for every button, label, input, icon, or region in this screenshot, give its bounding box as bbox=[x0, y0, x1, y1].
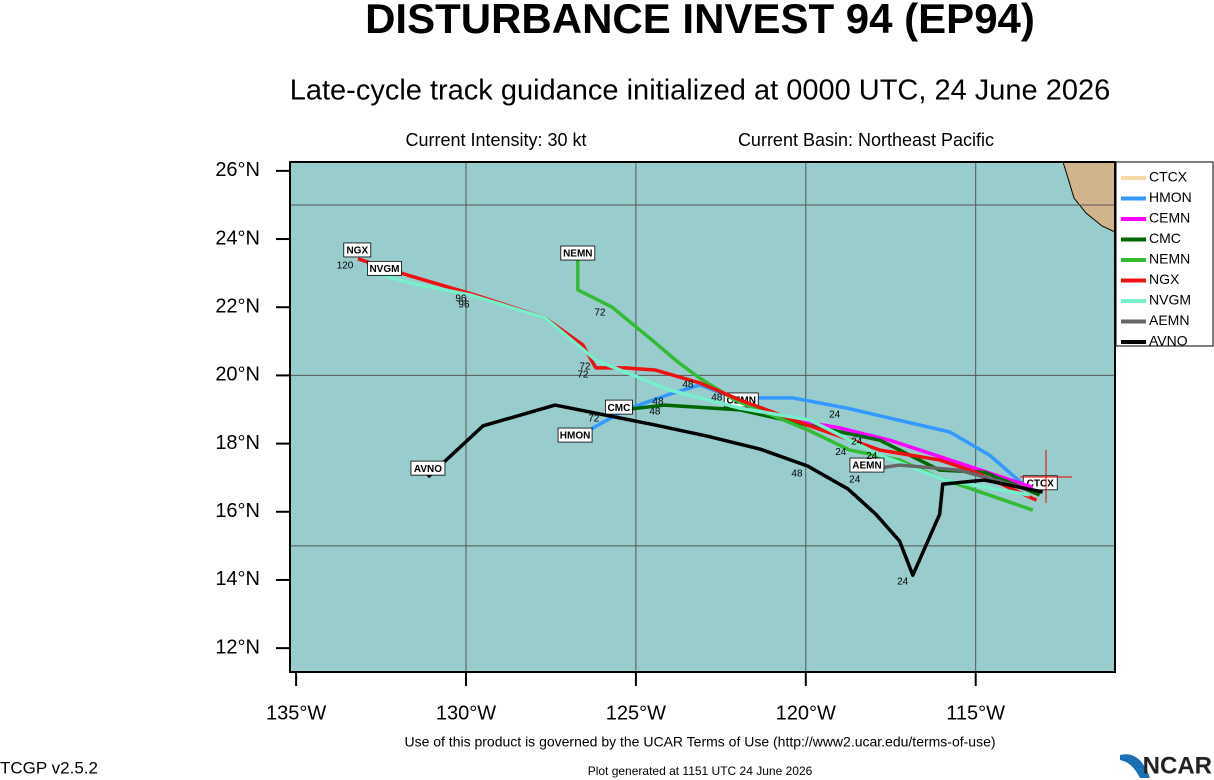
y-tick-label: 22°N bbox=[215, 296, 260, 318]
track-label-text: NGX bbox=[346, 246, 368, 257]
hour-label: 72 bbox=[577, 370, 589, 381]
y-tick-label: 16°N bbox=[215, 500, 260, 522]
track-label-text: NEMN bbox=[563, 249, 592, 260]
basin: Current Basin: Northeast Pacific bbox=[738, 130, 994, 150]
y-tick-label: 14°N bbox=[215, 568, 260, 590]
legend-label: CMC bbox=[1149, 230, 1181, 246]
hour-label: 24 bbox=[866, 451, 878, 462]
track-label-box bbox=[343, 242, 372, 258]
x-tick-label: 135°W bbox=[266, 702, 326, 724]
track-label-text: HMON bbox=[560, 431, 591, 442]
hour-label: 72 bbox=[588, 414, 600, 425]
hour-label: 96 bbox=[455, 294, 467, 305]
legend-label: AEMN bbox=[1149, 312, 1189, 328]
y-tick-label: 26°N bbox=[215, 159, 260, 181]
version: TCGP v2.5.2 bbox=[0, 758, 98, 777]
y-tick-label: 24°N bbox=[215, 227, 260, 249]
track-label-box bbox=[560, 245, 596, 261]
intensity: Current Intensity: 30 kt bbox=[405, 130, 586, 150]
hour-label: 72 bbox=[579, 362, 591, 373]
logo-mark bbox=[1120, 754, 1150, 778]
track bbox=[364, 268, 1031, 497]
ocean bbox=[290, 162, 1115, 672]
track-label-text: CTCX bbox=[1027, 478, 1055, 489]
track-label: AVNO bbox=[410, 460, 446, 476]
hour-label: 24 bbox=[835, 447, 847, 458]
track-label: HMON bbox=[557, 427, 593, 443]
hour-label: 48 bbox=[682, 380, 694, 391]
hour-label: 48 bbox=[649, 407, 661, 418]
hour-label: 24 bbox=[897, 577, 909, 588]
hour-label: 48 bbox=[652, 397, 664, 408]
y-tick-label: 20°N bbox=[215, 364, 260, 386]
track-label: CMC bbox=[605, 399, 633, 415]
legend-label: HMON bbox=[1149, 189, 1192, 205]
hour-label: 120 bbox=[337, 261, 354, 272]
track-label-box bbox=[367, 260, 402, 276]
terms: Use of this product is governed by the U… bbox=[404, 734, 995, 750]
y-tick-label: 12°N bbox=[215, 636, 260, 658]
legend-label: CEMN bbox=[1149, 210, 1190, 226]
hour-label: 24 bbox=[851, 437, 863, 448]
legend-label: AVNO bbox=[1149, 333, 1188, 349]
legend bbox=[1115, 161, 1214, 347]
hour-label: 96 bbox=[458, 299, 470, 310]
track-label-text: AVNO bbox=[414, 464, 442, 475]
x-tick-label: 130°W bbox=[436, 702, 496, 724]
track-label-box bbox=[849, 457, 885, 473]
frame bbox=[289, 161, 1116, 673]
track bbox=[574, 383, 1031, 492]
track-label-text: AEMN bbox=[852, 461, 881, 472]
logo-text: NCAR bbox=[1143, 752, 1212, 779]
track-label: NGX bbox=[343, 242, 372, 258]
track-label-box bbox=[410, 460, 446, 476]
hour-label: 48 bbox=[791, 469, 803, 480]
legend-label: NVGM bbox=[1149, 292, 1191, 308]
map: CTCXHMONCEMNCMCNEMNNGXNVGMAEMNAVNO120969… bbox=[289, 161, 1116, 673]
track-label-box bbox=[605, 399, 633, 415]
legend-label: CTCX bbox=[1149, 169, 1188, 185]
track-label-box bbox=[557, 427, 593, 443]
x-tick-label: 125°W bbox=[606, 702, 666, 724]
x-tick-label: 115°W bbox=[946, 702, 1005, 724]
hour-label: 24 bbox=[829, 410, 841, 421]
legend-label: NEMN bbox=[1149, 251, 1190, 267]
track-label-text: NVGM bbox=[369, 264, 399, 275]
title: DISTURBANCE INVEST 94 (EP94) bbox=[365, 0, 1035, 42]
track bbox=[426, 403, 1043, 577]
y-tick-label: 18°N bbox=[215, 432, 260, 454]
legend-label: NGX bbox=[1149, 271, 1180, 287]
hour-label: 24 bbox=[849, 475, 861, 486]
track-label: NVGM bbox=[367, 260, 402, 276]
logo: NCAR bbox=[1120, 752, 1212, 779]
track-label: AEMN bbox=[849, 457, 885, 473]
subtitle: Late-cycle track guidance initialized at… bbox=[290, 75, 1111, 107]
track-label-text: CMC bbox=[608, 403, 631, 414]
x-tick-label: 120°W bbox=[776, 702, 836, 724]
track-label: NEMN bbox=[560, 245, 596, 261]
hour-label: 72 bbox=[594, 308, 606, 319]
generated: Plot generated at 1151 UTC 24 June 2026 bbox=[588, 764, 813, 778]
hour-label: 48 bbox=[711, 393, 723, 404]
